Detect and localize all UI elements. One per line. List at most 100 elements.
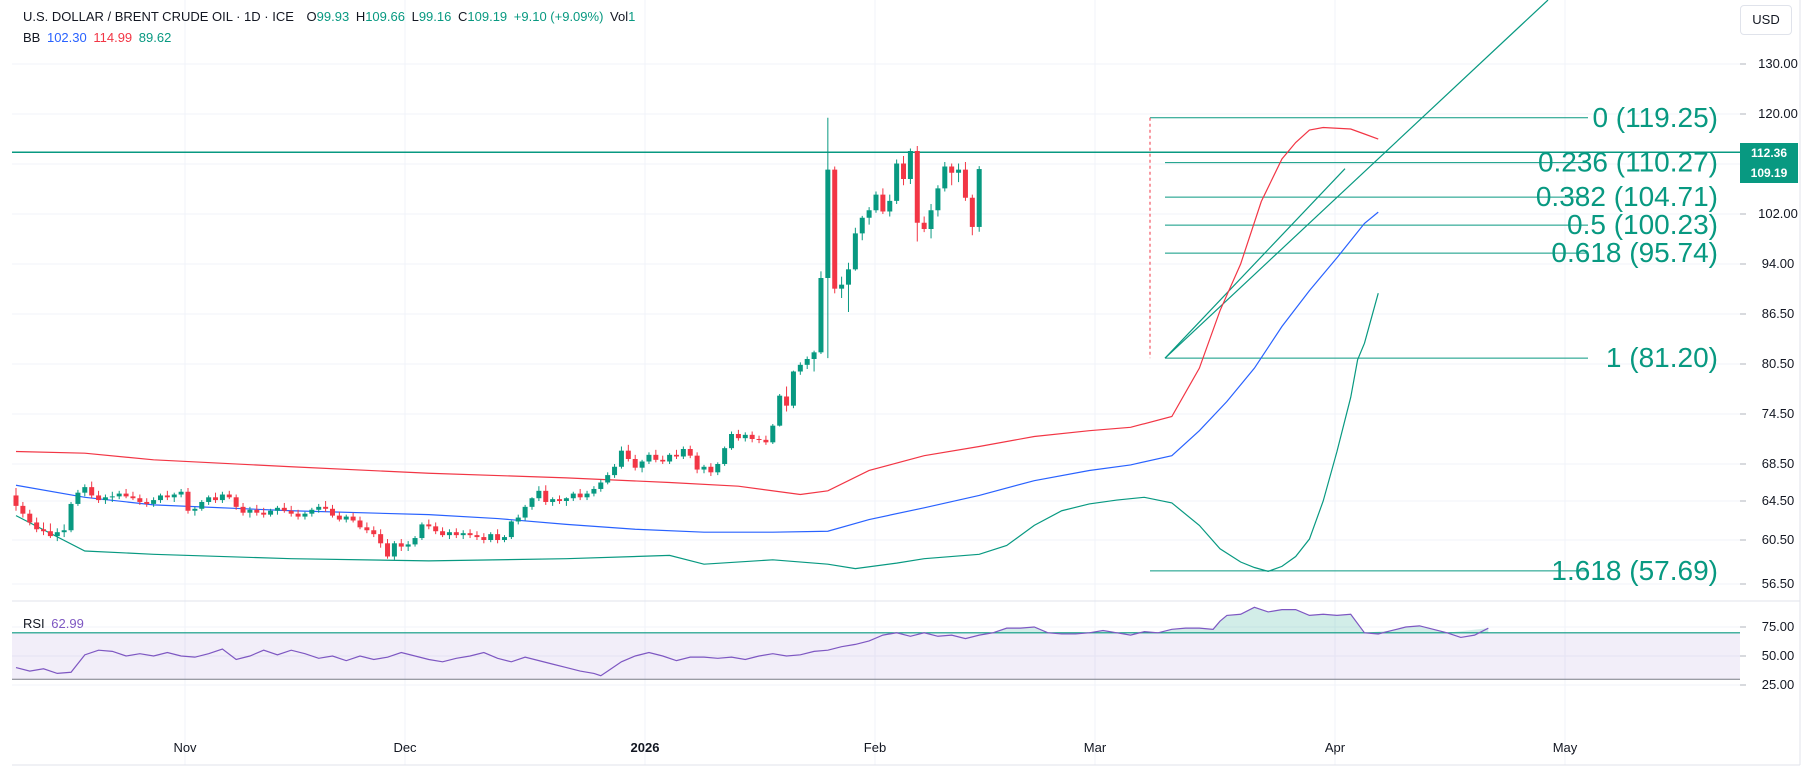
price-tick-label: 94.00 [1762, 256, 1795, 271]
candle-body [453, 532, 459, 536]
candle-body [914, 151, 920, 223]
candle-body [749, 434, 755, 439]
candle [68, 501, 74, 533]
candle-body [144, 501, 150, 504]
candle-body [687, 449, 693, 456]
candle-body [281, 507, 287, 511]
candle [673, 449, 679, 459]
candle-body [34, 522, 40, 530]
candle-body [185, 491, 191, 511]
candle [605, 472, 611, 485]
candle [618, 446, 624, 469]
candle-body [233, 497, 239, 507]
price-tick-label: 80.50 [1762, 356, 1795, 371]
candle [529, 497, 535, 510]
candle [130, 491, 136, 501]
time-tick-label: 2026 [631, 740, 660, 755]
candle-body [866, 210, 872, 218]
candle [612, 464, 618, 478]
candle-body [467, 533, 473, 536]
candle-body [508, 521, 514, 538]
candle-body [646, 454, 652, 462]
candle [949, 163, 955, 186]
candle [213, 492, 219, 503]
candle [41, 522, 47, 536]
candle [907, 148, 913, 184]
candle-body [969, 197, 975, 227]
candle-body [433, 526, 439, 532]
candle-body [935, 188, 941, 211]
candle-body [949, 166, 955, 173]
candle [839, 276, 845, 298]
candle-body [790, 371, 796, 406]
currency-button[interactable]: USD [1740, 5, 1792, 35]
candle-body [763, 439, 769, 443]
rsi-legend[interactable]: RSI 62.99 [23, 616, 87, 631]
candle [969, 194, 975, 236]
candle-body [942, 166, 948, 189]
candle [412, 536, 418, 547]
candle-body [804, 359, 810, 365]
candle [708, 463, 714, 477]
candle-body [880, 194, 886, 212]
candle [790, 370, 796, 409]
candle-body [116, 493, 122, 497]
fib-level-label: 0 (119.25) [1592, 102, 1718, 133]
candle [522, 504, 528, 521]
low-label: L [411, 9, 419, 24]
candle-body [811, 352, 817, 359]
time-tick-label: Mar [1084, 740, 1107, 755]
volume-value: 1 [628, 9, 636, 24]
close-label: C [458, 9, 468, 24]
volume-label: Vol [610, 9, 629, 24]
bb-legend[interactable]: BB 102.30 114.99 89.62 [23, 30, 174, 45]
candle-body [82, 487, 88, 493]
candle [866, 207, 872, 225]
candle [481, 533, 487, 544]
candle [570, 491, 576, 501]
candle-body [329, 508, 335, 516]
candle [894, 159, 900, 204]
candle [75, 489, 81, 506]
candle-body [735, 434, 741, 439]
candle-body [61, 530, 67, 533]
candle-body [577, 493, 583, 498]
candle [206, 495, 212, 505]
rsi-tick-label: 75.00 [1762, 619, 1795, 634]
candle-body [364, 527, 370, 531]
candle-body [632, 459, 638, 468]
candle-body [962, 169, 968, 198]
candle [151, 497, 157, 507]
candle-body [515, 517, 521, 522]
time-tick-label: Nov [173, 740, 197, 755]
candle [591, 486, 597, 497]
symbol-title[interactable]: U.S. DOLLAR / BRENT CRUDE OIL · 1D · ICE [23, 9, 294, 24]
candle [54, 528, 60, 542]
fib-level-label: 1 (81.20) [1606, 342, 1718, 373]
candle [845, 262, 851, 312]
candle [20, 501, 26, 518]
candle [804, 356, 810, 369]
candle-body [474, 535, 480, 538]
candle-body [357, 520, 363, 528]
candle [199, 500, 205, 511]
candle-body [557, 499, 563, 501]
candle-body [570, 493, 576, 499]
candle-body [446, 532, 452, 536]
candle [268, 508, 274, 517]
candle-body [495, 534, 501, 540]
candle [536, 486, 542, 501]
candle-body [887, 200, 893, 212]
candle [398, 539, 404, 551]
candle [467, 529, 473, 539]
high-value: 109.66 [365, 9, 405, 24]
price-tick-label: 56.50 [1762, 576, 1795, 591]
candle-body [694, 455, 700, 470]
candle [639, 459, 645, 473]
candle-body [371, 530, 377, 535]
candle-body [839, 284, 845, 289]
candle [962, 162, 968, 201]
candle [508, 520, 514, 540]
price-tick-label: 120.00 [1758, 106, 1798, 121]
